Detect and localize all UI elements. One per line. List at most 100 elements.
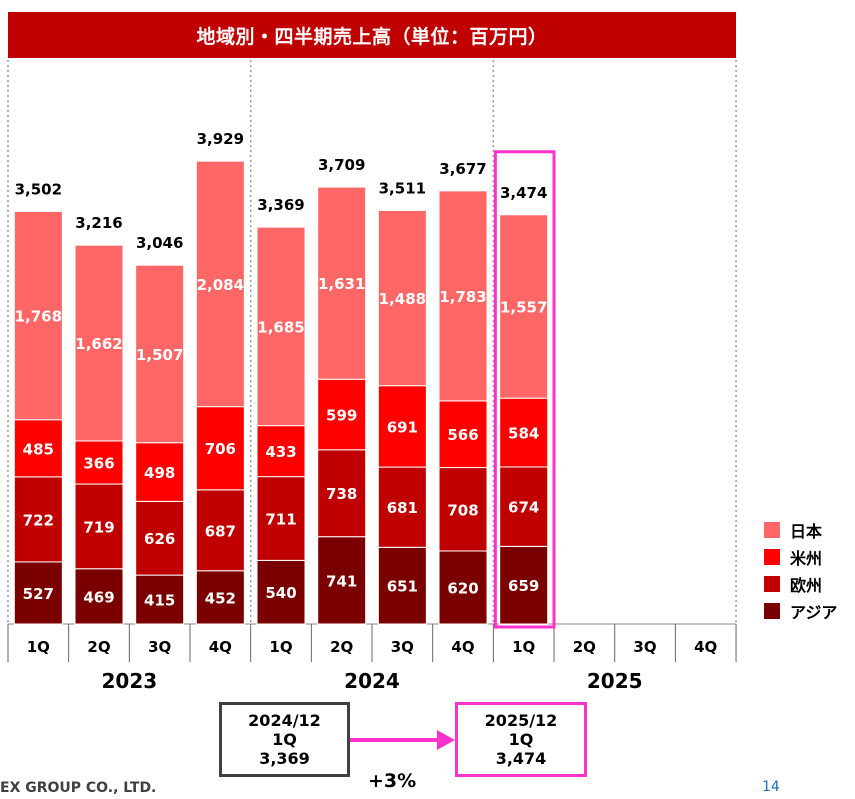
data-label: 674 [508,499,539,517]
legend-swatch-asia [764,602,780,619]
comparison-change: +3% [368,770,417,792]
quarter-label: 3Q [391,638,414,656]
data-label: 527 [23,585,54,603]
total-label: 3,929 [197,130,244,148]
chart-title: 地域別・四半期売上高（単位：百万円） [8,12,736,58]
bar-segment [195,160,245,408]
data-label: 366 [83,454,114,472]
data-label: 620 [447,579,478,597]
total-label: 3,677 [439,160,486,178]
data-label: 659 [508,577,539,595]
data-label: 711 [265,511,296,529]
quarter-label: 3Q [148,638,171,656]
data-label: 708 [447,501,478,519]
data-label: 469 [83,588,114,606]
bar-segment [317,449,367,538]
legend-swatch-japan [764,521,780,538]
data-label: 566 [447,426,478,444]
bar-segment [317,536,367,625]
total-label: 3,502 [15,180,62,198]
bar-segment [195,570,245,625]
data-label: 485 [23,440,54,458]
data-label: 540 [265,584,296,602]
bar-segment [135,442,185,502]
legend-label-asia: アジア [790,602,838,622]
data-label: 741 [326,572,357,590]
bar-segment [74,244,124,442]
legend: 日本 米州 欧州 アジア [764,516,837,624]
bar-segment [13,561,63,625]
data-label: 691 [387,418,418,436]
comparison-box-previous: 2024/12 1Q 3,369 [219,702,350,777]
bar-segment [499,466,549,547]
quarter-label: 4Q [694,638,717,656]
bar-segment [256,476,306,561]
legend-item-asia: アジア [764,597,837,624]
data-label: 626 [144,530,175,548]
total-label: 3,216 [75,214,122,232]
bar-segment [256,226,306,427]
total-label: 3,511 [379,179,426,197]
data-label: 687 [205,522,236,540]
bar-segment [499,214,549,399]
bar-segment [256,425,306,478]
legend-item-americas: 米州 [764,543,837,570]
data-label: 1,783 [439,288,486,306]
bar-segment [135,574,185,625]
comparison-current-value: 3,474 [495,749,547,768]
data-label: 1,507 [136,346,183,364]
highlight-frame [493,150,556,629]
data-label: 1,768 [15,308,62,326]
quarter-label: 3Q [633,638,656,656]
bar-segment [135,500,185,576]
total-label: 3,369 [257,196,304,214]
bar-segment [377,209,427,387]
comparison-previous-period: 2024/12 [248,711,321,730]
quarter-label: 1Q [269,638,292,656]
bar-segment [438,190,488,402]
data-label: 706 [205,440,236,458]
bar-segment [438,400,488,469]
legend-label-japan: 日本 [790,521,823,541]
data-label: 1,557 [500,298,547,316]
year-label-2024: 2024 [344,669,400,693]
data-label: 651 [387,578,418,596]
data-label: 433 [265,443,296,461]
bar-segment [13,476,63,563]
data-label: 1,488 [379,290,426,308]
total-label: 3,709 [318,156,365,174]
legend-swatch-americas [764,548,780,565]
data-label: 2,084 [197,276,244,294]
data-label: 681 [387,499,418,517]
page-number: 14 [762,779,780,795]
bar-segment [74,440,124,485]
total-label: 3,046 [136,234,183,252]
data-label: 599 [326,406,357,424]
quarter-label: 4Q [451,638,474,656]
bar-segment [317,186,367,380]
data-label: 498 [144,464,175,482]
year-label-2025: 2025 [587,669,643,693]
data-label: 722 [23,511,54,529]
legend-item-japan: 日本 [764,516,837,543]
comparison-current-period: 2025/12 [484,711,558,730]
data-label: 719 [83,518,114,536]
data-label: 738 [326,485,357,503]
bar-segment [13,419,63,478]
data-label: 1,631 [318,275,365,293]
comparison-arrow-head [437,730,455,750]
quarter-label: 1Q [512,638,535,656]
quarter-label: 4Q [209,638,232,656]
comparison-box-current: 2025/12 1Q 3,474 [455,702,587,777]
data-label: 415 [144,592,175,610]
quarter-label: 2Q [573,638,596,656]
year-label-2023: 2023 [102,669,158,693]
legend-label-europe: 欧州 [790,575,823,595]
total-label: 3,474 [500,184,547,202]
comparison-current-quarter: 1Q [508,730,534,749]
quarter-label: 2Q [330,638,353,656]
bar-segment [13,210,63,421]
bar-segment [377,546,427,625]
bar-segment [377,466,427,548]
